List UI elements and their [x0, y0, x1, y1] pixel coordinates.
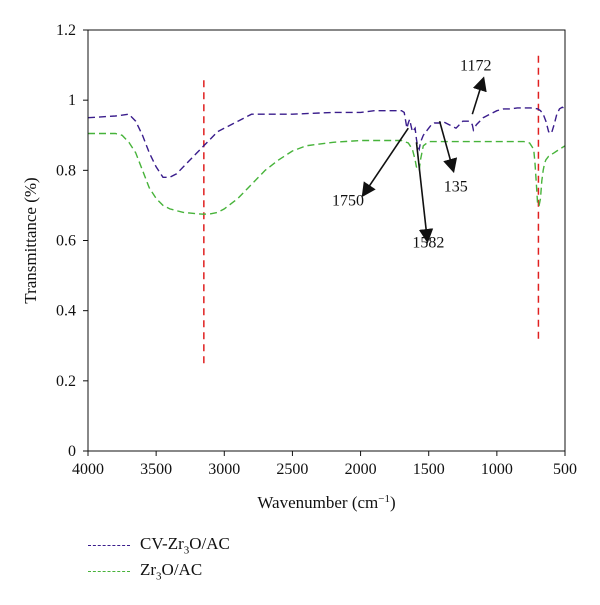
annotation-label-1172: 1172 [460, 57, 491, 74]
series-line-cv-zr3o-ac [87, 106, 566, 178]
plot-frame [87, 29, 566, 452]
legend-item-zr3o-ac: Zr3O/AC [88, 558, 230, 584]
x-tick-label: 4000 [72, 461, 104, 478]
legend-swatch-zr3o-ac [88, 570, 130, 572]
annotation-label-1750: 1750 [332, 192, 364, 209]
legend-label-zr3o-ac: Zr3O/AC [140, 559, 203, 583]
y-tick-label: 0.2 [56, 373, 76, 390]
x-tick-label: 1500 [413, 461, 445, 478]
annotation-label-1582: 1582 [412, 235, 444, 252]
annotation-label-135: 135 [444, 178, 468, 195]
y-tick-label: 1 [68, 92, 76, 109]
x-tick-label: 2500 [276, 461, 308, 478]
x-axis-title: Wavenumber (cm−1) [257, 493, 395, 512]
legend-label-cv-zr3o-ac: CV-Zr3O/AC [140, 533, 230, 557]
annotation-arrow-1172 [471, 76, 487, 115]
y-tick-label: 0.6 [56, 233, 76, 250]
annotation-arrow-1582 [415, 142, 434, 244]
annotation-arrow-135 [438, 121, 458, 174]
x-tick-label: 3500 [140, 461, 172, 478]
annotation-arrow-1750 [361, 127, 409, 198]
x-tick-label: 2000 [345, 461, 377, 478]
series-line-zr3o-ac [88, 132, 566, 215]
y-tick-label: 1.2 [56, 22, 76, 39]
legend-swatch-cv-zr3o-ac [88, 544, 130, 546]
y-tick-label: 0.4 [56, 303, 76, 320]
y-tick-label: 0.8 [56, 162, 76, 179]
x-tick-label: 3000 [208, 461, 240, 478]
legend-item-cv-zr3o-ac: CV-Zr3O/AC [88, 532, 230, 558]
x-tick-label: 500 [553, 461, 577, 478]
legend: CV-Zr3O/AC Zr3O/AC [88, 532, 230, 584]
y-tick-label: 0 [68, 443, 76, 460]
y-axis-title: Transmittance (%) [21, 177, 40, 303]
x-tick-label: 1000 [481, 461, 513, 478]
